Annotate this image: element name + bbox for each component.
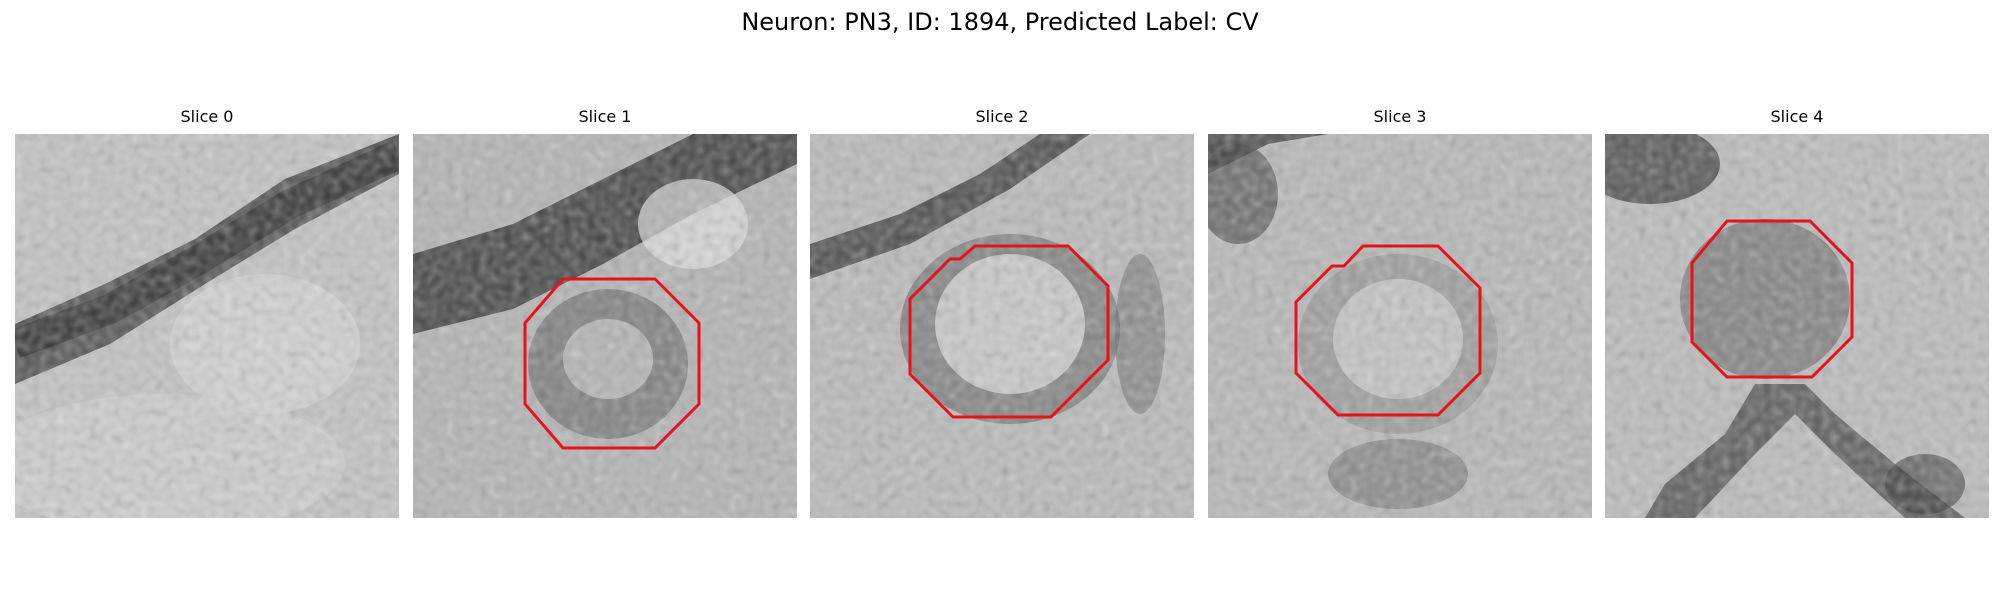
slice-image — [1208, 134, 1592, 518]
slice-image — [413, 134, 797, 518]
slice-title: Slice 4 — [1770, 107, 1824, 126]
roi-contour — [908, 244, 1110, 419]
roi-contour — [1294, 244, 1482, 417]
slice-title: Slice 1 — [578, 107, 632, 126]
slice-title: Slice 0 — [180, 107, 234, 126]
roi-contour — [1690, 219, 1854, 379]
roi-contour — [523, 277, 701, 450]
slice-title: Slice 3 — [1373, 107, 1427, 126]
slice-image — [15, 134, 399, 518]
slice-title: Slice 2 — [975, 107, 1029, 126]
figure-title: Neuron: PN3, ID: 1894, Predicted Label: … — [741, 8, 1259, 36]
slice-image — [810, 134, 1194, 518]
slice-image — [1605, 134, 1989, 518]
